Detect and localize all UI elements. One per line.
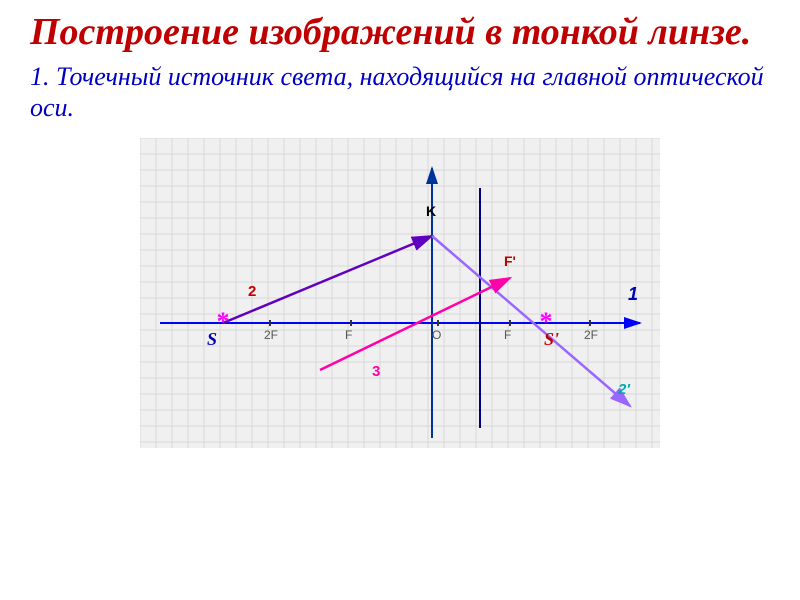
image-label: S' <box>544 329 559 349</box>
source-point-marker: * <box>217 307 230 336</box>
diagram-label: 1 <box>628 284 638 304</box>
diagram-label: K <box>426 203 436 219</box>
lens-diagram-svg: 2FFOF2F**SS'KF'2132' <box>140 138 660 448</box>
axis-tick-label: F <box>345 328 352 342</box>
diagram-label: 3 <box>372 363 380 380</box>
diagram-label: 2 <box>248 283 256 300</box>
optics-diagram: 2FFOF2F**SS'KF'2132' <box>140 138 660 448</box>
diagram-label: 2' <box>617 381 630 398</box>
diagram-label: F' <box>504 253 516 269</box>
page-title: Построение изображений в тонкой линзе. <box>0 0 800 56</box>
axis-tick-label: 2F <box>264 328 278 342</box>
page-subtitle: 1. Точечный источник света, находящийся … <box>0 56 800 128</box>
axis-tick-label: F <box>504 328 511 342</box>
axis-tick-label: 2F <box>584 328 598 342</box>
source-label: S <box>207 329 217 349</box>
axis-tick-label: O <box>432 328 441 342</box>
